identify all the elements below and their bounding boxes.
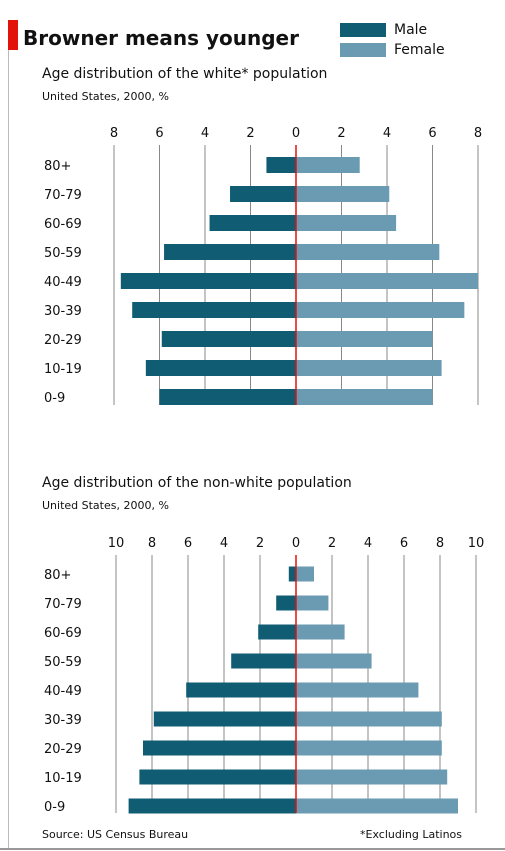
- chart1-bar-female: [296, 186, 390, 202]
- chart2-subtitle: Age distribution of the non-white popula…: [42, 475, 352, 491]
- chart1-bar-female: [296, 360, 442, 376]
- chart1-bar-female: [296, 244, 440, 260]
- chart2-bar-female: [296, 711, 442, 727]
- legend-label-male: Male: [394, 22, 428, 38]
- legend-label-female: Female: [394, 42, 445, 58]
- chart-title: Browner means younger: [23, 26, 299, 50]
- chart2-category-label: 70-79: [44, 597, 82, 612]
- chart1-category-label: 40-49: [44, 275, 82, 290]
- chart2-category-label: 60-69: [44, 626, 82, 641]
- chart1-bar-female: [296, 215, 397, 231]
- chart1-bar-male: [209, 215, 296, 231]
- chart2-tick-label: 10: [108, 536, 125, 551]
- chart2-bar-male: [258, 624, 296, 640]
- chart1-bar-male: [120, 273, 296, 289]
- chart2-category-label: 10-19: [44, 771, 82, 786]
- chart1-tick-label: 8: [474, 126, 482, 141]
- chart1-bar-female: [296, 273, 478, 289]
- chart1-bar-male: [164, 244, 296, 260]
- legend-swatch-female: [340, 43, 386, 57]
- chart1-bar-female: [296, 331, 433, 347]
- chart2-note: United States, 2000, %: [42, 499, 169, 512]
- chart2-tick-label: 2: [328, 536, 336, 551]
- legend-item-female: Female: [340, 40, 445, 60]
- chart1-category-label: 60-69: [44, 217, 82, 232]
- chart1-category-label: 70-79: [44, 188, 82, 203]
- chart2-tick-label: 0: [292, 536, 300, 551]
- chart2-bar-female: [296, 769, 448, 785]
- chart2-category-label: 40-49: [44, 684, 82, 699]
- chart1-tick-label: 2: [246, 126, 254, 141]
- chart2-category-label: 30-39: [44, 713, 82, 728]
- chart2-tick-label: 6: [400, 536, 408, 551]
- legend-item-male: Male: [340, 20, 445, 40]
- chart1-bar-male: [230, 186, 296, 202]
- chart2-bar-male: [139, 769, 296, 785]
- chart2-tick-label: 8: [148, 536, 156, 551]
- chart1-category-label: 10-19: [44, 362, 82, 377]
- chart2-tick-label: 2: [256, 536, 264, 551]
- chart2-category-label: 20-29: [44, 742, 82, 757]
- chart1-category-label: 20-29: [44, 333, 82, 348]
- chart1-bar-male: [132, 302, 296, 318]
- chart1-tick-label: 4: [201, 126, 209, 141]
- chart1-bar-male: [266, 157, 296, 173]
- chart1-category-label: 80+: [44, 159, 71, 174]
- chart1-category-label: 30-39: [44, 304, 82, 319]
- chart2-tick-label: 10: [468, 536, 485, 551]
- legend: Male Female: [340, 20, 445, 60]
- left-rule: [8, 50, 9, 848]
- chart2-bar-male: [288, 566, 296, 582]
- chart1-tick-label: 8: [110, 126, 118, 141]
- chart2-tick-label: 8: [436, 536, 444, 551]
- bottom-rule: [0, 848, 505, 850]
- chart2-bar-female: [296, 740, 442, 756]
- footnote: *Excluding Latinos: [360, 828, 463, 841]
- chart1-tick-label: 0: [292, 126, 300, 141]
- chart2-bar-male: [276, 595, 296, 611]
- chart2-bar-female: [296, 798, 458, 814]
- chart2-bar-female: [296, 566, 314, 582]
- chart2-bar-male: [153, 711, 296, 727]
- chart2-tick-label: 4: [220, 536, 228, 551]
- chart2-tick-label: 6: [184, 536, 192, 551]
- chart2-category-label: 0-9: [44, 800, 65, 815]
- chart2-bar-female: [296, 682, 419, 698]
- chart1-bar-male: [145, 360, 296, 376]
- chart1-bar-female: [296, 389, 433, 405]
- chart2-pyramid: 10 8 6 4 2 0 2 4 6 8 10 80+ 70-79 60-69 50-59 40-49 30-3…: [44, 536, 485, 815]
- chart2-category-label: 80+: [44, 568, 71, 583]
- chart1-tick-label: 6: [155, 126, 163, 141]
- chart1-bar-female: [296, 157, 360, 173]
- chart2-bar-male: [143, 740, 296, 756]
- chart1-tick-label: 6: [428, 126, 436, 141]
- chart2-tick-label: 4: [364, 536, 372, 551]
- legend-swatch-male: [340, 23, 386, 37]
- chart2-bar-female: [296, 595, 329, 611]
- chart2-bar-male: [231, 653, 296, 669]
- chart2-category-label: 50-59: [44, 655, 82, 670]
- chart1-tick-label: 2: [337, 126, 345, 141]
- chart1-category-label: 50-59: [44, 246, 82, 261]
- chart1-subtitle: Age distribution of the white* populatio…: [42, 66, 328, 82]
- chart1-tick-label: 4: [383, 126, 391, 141]
- chart2-bar-female: [296, 624, 345, 640]
- chart1-bar-female: [296, 302, 465, 318]
- brand-tag: [8, 20, 18, 50]
- chart2-bar-male: [186, 682, 296, 698]
- chart2-bar-female: [296, 653, 372, 669]
- chart2-bar-male: [128, 798, 296, 814]
- chart1-bar-male: [161, 331, 296, 347]
- chart1-category-label: 0-9: [44, 391, 65, 406]
- chart1-note: United States, 2000, %: [42, 90, 169, 103]
- chart1-pyramid: 8 6 4 2 0 2 4 6 8 80+ 70-79 60-69 50-59 40-49 30-39 20-…: [44, 126, 482, 406]
- source-note: Source: US Census Bureau: [42, 828, 189, 841]
- chart1-bar-male: [159, 389, 296, 405]
